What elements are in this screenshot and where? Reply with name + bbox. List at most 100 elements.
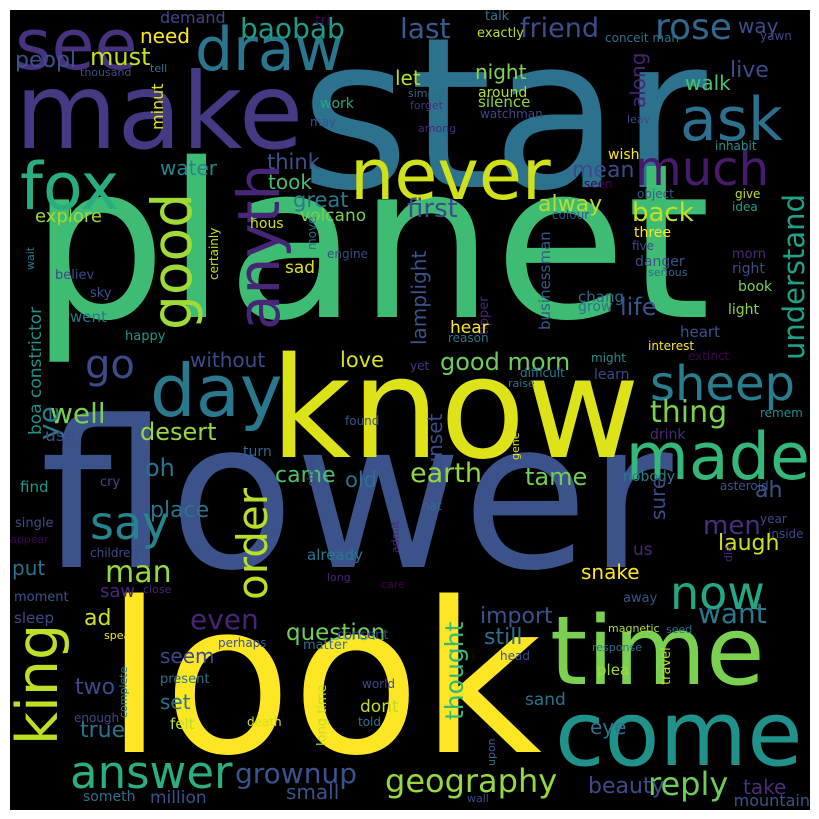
word-cloud-word: explore xyxy=(35,206,102,227)
word-cloud-word: saw xyxy=(100,581,136,602)
word-cloud-word: tri xyxy=(315,13,331,29)
word-cloud-word: live xyxy=(730,58,769,83)
word-cloud-word: hat xyxy=(422,499,442,513)
word-cloud-word: peopl xyxy=(15,48,77,73)
word-cloud-word: yawn xyxy=(760,29,792,43)
word-cloud-word: right xyxy=(732,261,765,277)
word-cloud-word: million xyxy=(150,788,207,808)
word-cloud-word: wish xyxy=(608,147,640,163)
word-cloud-word: matter xyxy=(303,638,348,653)
word-cloud-word: tell xyxy=(150,62,168,75)
word-cloud-word: happy xyxy=(125,329,166,344)
word-cloud-word: seen xyxy=(584,177,613,191)
word-cloud-word: geography xyxy=(385,762,558,800)
word-cloud-word: yet xyxy=(410,359,430,373)
word-cloud-word: beauty xyxy=(588,774,665,799)
word-cloud-word: seem xyxy=(160,644,215,668)
word-cloud-word: good xyxy=(140,192,204,330)
word-cloud-word: five xyxy=(632,239,655,253)
word-cloud-word: draw xyxy=(195,15,344,85)
word-cloud-word: cry xyxy=(100,475,121,490)
word-cloud-word: first xyxy=(407,194,458,224)
word-cloud-word: extinct xyxy=(688,349,730,363)
word-cloud-word: take xyxy=(743,775,787,799)
word-cloud-word: death xyxy=(247,715,282,729)
word-cloud-word: walk xyxy=(685,71,731,95)
word-cloud-word: chang xyxy=(578,288,624,306)
word-cloud-word: silence xyxy=(478,93,531,111)
word-cloud-word: close xyxy=(143,583,172,596)
word-cloud-word: men xyxy=(703,511,761,541)
word-cloud-word: forget xyxy=(410,99,443,112)
word-cloud-word: danger xyxy=(635,254,685,270)
word-cloud-word: earth xyxy=(410,458,482,489)
word-cloud-word: way xyxy=(738,14,779,38)
word-cloud-word: hear xyxy=(450,318,489,338)
word-cloud-word: now xyxy=(670,566,765,620)
word-cloud-word: planet xyxy=(30,117,711,368)
word-cloud-word: want xyxy=(698,597,767,630)
word-cloud-word: perhaps xyxy=(218,636,267,650)
word-cloud-word: consent xyxy=(337,628,389,643)
word-cloud-word: speak xyxy=(104,629,137,642)
word-cloud-word: difficult xyxy=(520,366,565,380)
word-cloud-word: good morn xyxy=(440,348,571,376)
word-cloud-word: present xyxy=(160,672,210,687)
word-cloud-word: water xyxy=(160,156,217,180)
word-cloud-word: heart xyxy=(680,323,720,341)
word-cloud-word: plea xyxy=(597,661,630,679)
word-cloud-word: must xyxy=(90,43,151,71)
word-cloud-word: inside xyxy=(768,527,804,541)
word-cloud-word: children xyxy=(90,546,139,560)
word-cloud-word: order xyxy=(228,488,277,600)
word-cloud-word: import xyxy=(480,604,553,629)
word-cloud-word: nobody xyxy=(623,469,676,485)
word-cloud-word: colour xyxy=(552,208,590,222)
word-cloud-word: wait xyxy=(24,246,37,270)
word-cloud-word: exactly xyxy=(477,26,524,41)
word-cloud-word: magnetic xyxy=(608,622,660,635)
word-cloud-word: businessman xyxy=(536,231,554,330)
word-cloud-word: without xyxy=(190,348,266,372)
word-cloud-word: someth xyxy=(83,789,136,805)
word-cloud-word: appear xyxy=(10,533,49,546)
word-cloud-word: oh xyxy=(145,454,175,482)
word-cloud-word: tame xyxy=(525,463,588,491)
word-cloud-word: us xyxy=(633,540,653,560)
word-cloud-word: told xyxy=(358,715,381,729)
word-cloud-word: book xyxy=(738,279,773,295)
word-cloud-word: day xyxy=(150,349,283,433)
word-cloud-word: made xyxy=(625,420,810,495)
word-cloud-word: find xyxy=(20,478,49,496)
word-cloud-word: raise xyxy=(508,377,535,390)
word-cloud-word: three xyxy=(634,225,672,241)
word-cloud-word: already xyxy=(307,546,364,564)
word-cloud-word: light xyxy=(728,302,760,318)
word-cloud-word: head xyxy=(500,649,530,663)
word-cloud-word: serious xyxy=(648,266,688,279)
word-cloud-word: turn xyxy=(243,444,272,460)
word-cloud-word: learn xyxy=(594,367,630,383)
word-cloud-word: never xyxy=(350,134,551,216)
word-cloud-word: mountain xyxy=(733,791,810,810)
word-cloud-word: understand xyxy=(777,194,810,360)
word-cloud-word: leav xyxy=(627,113,651,126)
word-cloud-word: drink xyxy=(650,427,686,443)
word-cloud-word: think xyxy=(267,150,320,174)
word-cloud-word: baobab xyxy=(240,12,345,45)
word-cloud-word: man xyxy=(105,555,172,590)
word-cloud-word: true xyxy=(80,718,126,743)
word-cloud-word: old xyxy=(345,468,378,492)
word-cloud-word: grownup xyxy=(235,757,357,790)
word-cloud-word: came xyxy=(275,463,336,488)
word-cloud-word: moment xyxy=(14,590,69,605)
word-cloud-word: long xyxy=(327,571,351,584)
word-cloud-word: look xyxy=(105,557,542,802)
word-cloud-word: sleep xyxy=(14,609,54,627)
word-cloud: star planet flower look know make time come neve… xyxy=(10,10,810,810)
word-cloud-word: much xyxy=(635,141,769,197)
word-cloud-word: year xyxy=(760,512,787,526)
word-cloud-word: laugh xyxy=(718,531,780,556)
word-cloud-word: away xyxy=(623,591,658,606)
word-cloud-word: king xyxy=(10,623,71,745)
